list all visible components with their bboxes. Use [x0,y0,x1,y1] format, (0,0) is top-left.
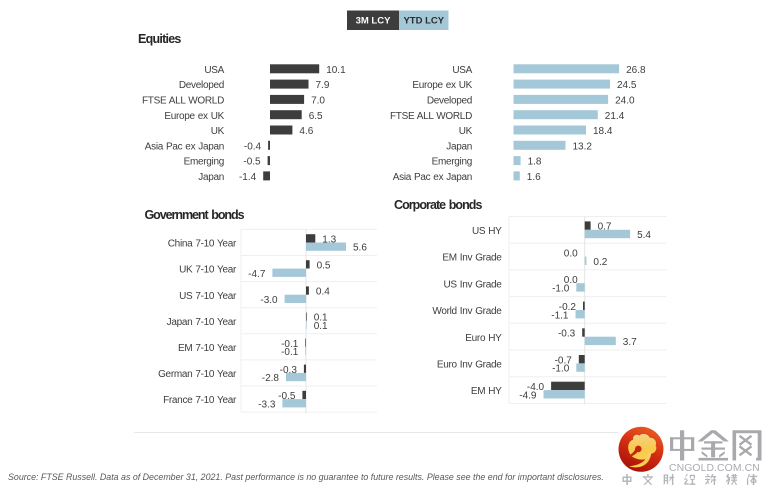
svg-text:0.1: 0.1 [314,321,328,332]
svg-text:Japan: Japan [198,172,224,183]
svg-text:EM HY: EM HY [471,386,502,397]
svg-text:4.6: 4.6 [299,126,313,137]
svg-text:Euro HY: Euro HY [465,333,502,344]
svg-text:World Inv Grade: World Inv Grade [432,306,502,317]
svg-text:5.4: 5.4 [637,230,651,241]
svg-text:Source: FTSE Russell. Data as: Source: FTSE Russell. Data as of Decembe… [8,472,604,482]
svg-text:-0.5: -0.5 [243,157,261,168]
svg-text:YTD LCY: YTD LCY [403,16,444,27]
svg-text:-0.5: -0.5 [278,391,296,402]
svg-text:-0.1: -0.1 [281,347,299,358]
svg-text:German 7-10 Year: German 7-10 Year [158,369,237,380]
svg-text:0.7: 0.7 [598,222,612,233]
svg-text:-0.3: -0.3 [558,329,576,340]
svg-text:1.3: 1.3 [322,234,336,245]
svg-text:-3.0: -3.0 [260,295,278,306]
svg-text:10.1: 10.1 [326,65,346,76]
svg-text:0.1: 0.1 [314,313,328,324]
svg-text:0.0: 0.0 [564,275,578,286]
svg-text:-1.0: -1.0 [552,364,570,375]
svg-text:Europe ex UK: Europe ex UK [412,80,472,91]
svg-text:Developed: Developed [179,80,224,91]
svg-text:UK: UK [211,126,225,137]
svg-text:US HY: US HY [472,226,502,237]
svg-text:EM 7-10 Year: EM 7-10 Year [178,343,237,354]
svg-text:18.4: 18.4 [593,126,613,137]
svg-text:EM Inv Grade: EM Inv Grade [442,253,502,264]
svg-text:26.8: 26.8 [626,65,646,76]
svg-text:-1.4: -1.4 [239,172,257,183]
svg-text:Emerging: Emerging [432,157,472,168]
svg-text:FTSE ALL WORLD: FTSE ALL WORLD [390,111,472,122]
svg-text:UK: UK [459,126,473,137]
svg-text:7.9: 7.9 [316,80,330,91]
svg-text:-0.2: -0.2 [559,302,577,313]
svg-text:Government bonds: Government bonds [145,208,245,222]
svg-text:1.6: 1.6 [527,172,541,183]
svg-text:FTSE ALL WORLD: FTSE ALL WORLD [142,96,224,107]
svg-text:USA: USA [204,65,224,76]
svg-text:13.2: 13.2 [573,141,593,152]
svg-text:Developed: Developed [427,96,472,107]
svg-text:5.6: 5.6 [353,243,367,254]
svg-text:China 7-10 Year: China 7-10 Year [168,239,237,250]
svg-text:Euro Inv Grade: Euro Inv Grade [437,360,502,371]
svg-text:Emerging: Emerging [184,157,224,168]
svg-text:Asia Pac ex Japan: Asia Pac ex Japan [393,172,472,183]
svg-text:-2.8: -2.8 [262,373,280,384]
svg-text:Japan: Japan [446,141,472,152]
svg-text:-1.0: -1.0 [552,284,570,295]
svg-text:Europe ex UK: Europe ex UK [164,111,224,122]
svg-text:7.0: 7.0 [311,96,325,107]
svg-text:-1.1: -1.1 [551,310,569,321]
svg-text:-0.1: -0.1 [281,339,299,350]
svg-text:-0.7: -0.7 [555,355,573,366]
svg-text:Corporate bonds: Corporate bonds [394,198,482,212]
svg-text:UK 7-10 Year: UK 7-10 Year [179,265,237,276]
svg-text:0.4: 0.4 [316,287,330,298]
svg-text:-3.3: -3.3 [258,399,276,410]
svg-text:Japan 7-10 Year: Japan 7-10 Year [167,317,237,328]
svg-text:0.0: 0.0 [564,248,578,259]
svg-text:1.8: 1.8 [528,157,542,168]
svg-text:-4.0: -4.0 [527,382,545,393]
svg-text:-0.4: -0.4 [244,141,262,152]
svg-text:24.5: 24.5 [617,80,637,91]
svg-text:France 7-10 Year: France 7-10 Year [163,395,237,406]
svg-text:US Inv Grade: US Inv Grade [444,279,503,290]
svg-text:3.7: 3.7 [623,337,637,348]
svg-text:6.5: 6.5 [309,111,323,122]
svg-text:-0.3: -0.3 [280,365,298,376]
svg-text:Asia Pac ex Japan: Asia Pac ex Japan [145,141,224,152]
svg-text:21.4: 21.4 [605,111,625,122]
svg-text:Equities: Equities [138,32,181,46]
svg-text:CNGOLD.COM.CN: CNGOLD.COM.CN [669,463,760,474]
svg-text:USA: USA [452,65,472,76]
svg-text:-4.7: -4.7 [248,269,266,280]
svg-text:3M LCY: 3M LCY [356,16,392,27]
svg-text:US 7-10 Year: US 7-10 Year [179,291,237,302]
svg-text:0.2: 0.2 [593,257,607,268]
svg-text:0.5: 0.5 [317,261,331,272]
svg-text:24.0: 24.0 [615,96,635,107]
svg-text:-4.9: -4.9 [519,390,537,401]
